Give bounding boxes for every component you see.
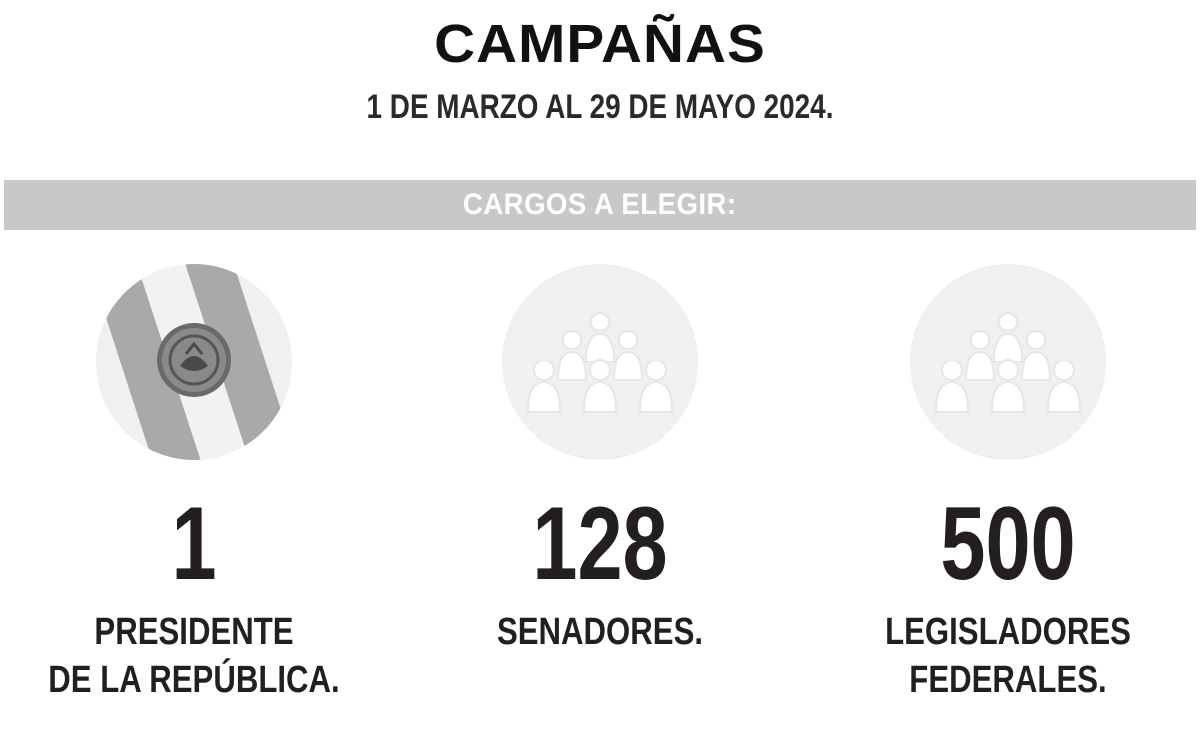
- page-title: CAMPAÑAS: [434, 14, 766, 74]
- senators-group-icon: [502, 264, 698, 460]
- position-president: 1 PRESIDENTE DE LA REPÚBLICA.: [0, 262, 394, 704]
- legislators-count: 500: [940, 486, 1076, 602]
- date-range: 1 DE MARZO AL 29 DE MAYO 2024.: [366, 88, 834, 126]
- president-label-line2: DE LA REPÚBLICA.: [48, 659, 340, 701]
- section-band: CARGOS A ELEGIR:: [4, 180, 1196, 230]
- senators-count: 128: [532, 486, 668, 602]
- legislators-label-line1: LEGISLADORES: [885, 611, 1131, 653]
- senators-label: SENADORES.: [436, 608, 764, 656]
- position-legislators: 500 LEGISLADORES FEDERALES.: [808, 262, 1200, 704]
- legislators-label: LEGISLADORES FEDERALES.: [844, 608, 1172, 704]
- presidential-sash-icon: [96, 264, 292, 460]
- senators-label-line1: SENADORES.: [496, 611, 704, 653]
- president-label: PRESIDENTE DE LA REPÚBLICA.: [30, 608, 358, 704]
- president-count: 1: [171, 486, 217, 602]
- legislators-label-line2: FEDERALES.: [909, 659, 1107, 701]
- legislators-group-icon: [910, 264, 1106, 460]
- section-band-label: CARGOS A ELEGIR:: [463, 188, 737, 221]
- president-label-line1: PRESIDENTE: [94, 611, 294, 653]
- position-senators: 128 SENADORES.: [400, 262, 800, 656]
